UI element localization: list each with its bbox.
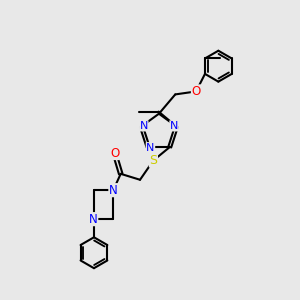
Text: N: N (89, 213, 98, 226)
Text: N: N (140, 121, 148, 131)
Text: O: O (110, 146, 119, 160)
Text: N: N (146, 143, 155, 153)
Text: N: N (170, 121, 178, 131)
Text: O: O (191, 85, 201, 98)
Text: S: S (149, 154, 158, 167)
Text: N: N (109, 184, 118, 197)
